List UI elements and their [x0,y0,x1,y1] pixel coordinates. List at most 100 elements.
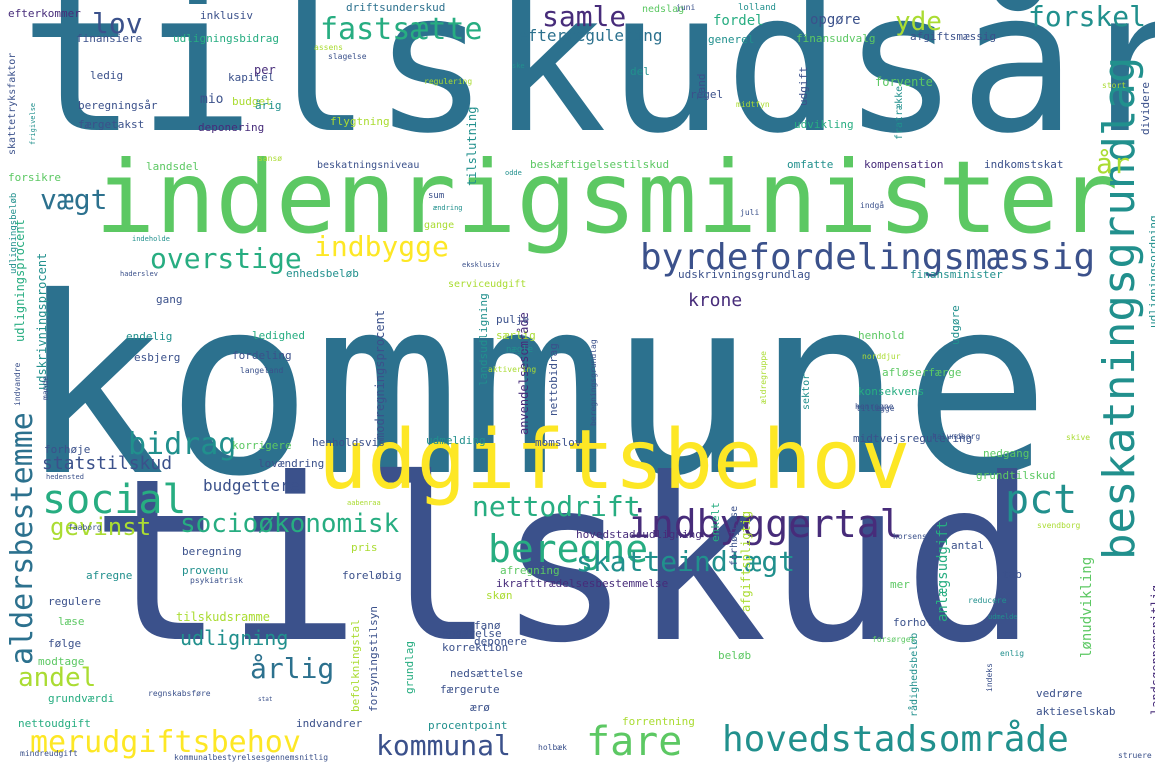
cloud-word: aktieselskab [1036,705,1116,718]
cloud-word: udligningsordning [1147,215,1155,328]
cloud-word: finansminister [910,268,1003,281]
cloud-word: forsørger [872,635,916,644]
cloud-word: vedrøre [1036,687,1083,700]
cloud-word: byrdefordelingsmæssig [640,237,1096,278]
cloud-word: stat [258,696,273,703]
cloud-word: langeland [240,366,284,375]
cloud-word: samle [542,0,627,33]
cloud-word: deponere [474,635,527,648]
cloud-word: endelig [126,330,173,343]
cloud-word: merudgiftsbehov [30,725,301,760]
cloud-word: struere [1118,751,1152,760]
cloud-word: krone [688,290,743,311]
cloud-word: indenrigsminister [95,139,1119,256]
cloud-word: budgettere [203,476,300,495]
cloud-word: udgift [797,66,810,106]
cloud-word: konsekvens [858,385,925,398]
cloud-word: fare [586,719,683,765]
cloud-word: nedgang [983,447,1030,460]
cloud-word: udgiftsbehov [318,413,911,508]
cloud-word: sektor [801,373,812,410]
cloud-word: provenu [182,564,229,577]
cloud-word: fanø [474,619,501,632]
cloud-word: grundtilskud [976,469,1056,482]
cloud-word: aldersbestemme [5,412,40,665]
cloud-word: hovedstadsudligning [576,528,702,541]
cloud-word: udligningsbeløb [9,192,19,274]
cloud-word: lovændring [258,457,325,470]
cloud-word: lov [92,7,143,40]
cloud-word: ikrafttrædelsesbestemmelse [496,577,669,590]
cloud-word: årlig [250,652,335,685]
cloud-word: udligningsbidrag [173,32,279,45]
cloud-word: forhold [893,616,940,629]
cloud-word: udvikling [794,118,854,131]
cloud-word: år [1096,147,1130,180]
cloud-word: antal [951,539,985,552]
cloud-word: overstige [150,242,302,275]
cloud-word: følge [48,637,82,650]
cloud-word: udligning [180,626,289,650]
cloud-word: indbygge [314,230,449,263]
cloud-word: skive [1066,433,1091,442]
cloud-word: budget [232,95,272,108]
cloud-word: henregne [855,402,894,411]
cloud-word: norddjur [862,352,901,361]
cloud-word: udskrivningsprocent [35,252,49,390]
cloud-word: esbjerg [134,351,181,364]
cloud-word: mande [41,375,50,400]
cloud-word: driftsunderskud [346,1,446,14]
cloud-word: indvandre [13,362,22,406]
cloud-word: nægle [506,345,534,355]
cloud-word: slagelse [328,52,367,61]
cloud-word: regnskabsføre [148,689,211,698]
cloud-word: pris [351,541,378,554]
cloud-word: beregne [488,527,649,571]
cloud-word: juni [676,3,696,12]
cloud-word: kommunalbestyrelsesgennemsnitlig [174,753,329,762]
cloud-word: tab [1002,568,1022,581]
cloud-word: landsgennemsnitlig [1149,584,1155,715]
cloud-word: nedsættelse [450,667,523,680]
cloud-word: kalundborg [932,432,981,441]
cloud-word: juli [740,208,760,217]
cloud-word: færgetakst [78,118,145,131]
cloud-word: rådighedsbeløb [909,632,920,717]
cloud-word: del [630,65,650,78]
cloud-word: forhøje [44,443,91,456]
cloud-word: gang [156,293,183,306]
cloud-word: beregningsår [78,99,158,112]
cloud-word: beskatningsgrundlag [1094,56,1145,560]
cloud-word: skattetryksfaktor [7,52,18,155]
cloud-word: inklusiv [200,9,253,22]
cloud-word: afløserfærge [882,366,962,379]
cloud-word: sum [428,191,445,201]
cloud-word: lolland [738,3,776,13]
cloud-word: modtage [38,655,85,668]
cloud-word: henhold [858,329,905,342]
cloud-word: kommune [18,245,1051,530]
cloud-word: indeholde [132,235,170,243]
cloud-word: tilskud [90,431,1039,693]
cloud-word: psykiatrisk [190,576,243,585]
cloud-word: aktivering [488,365,537,374]
cloud-word: fordeling [232,349,292,362]
cloud-word: per [254,63,276,77]
cloud-word: faaborg [68,523,102,532]
cloud-word: afregning [500,564,560,577]
cloud-word: serviceudgift [448,279,527,290]
cloud-word: midtvejsregulering [853,432,973,445]
cloud-word: hovedstadsområde [722,719,1069,760]
cloud-word: ske [512,62,525,70]
cloud-word: eksklusiv [462,261,500,269]
cloud-word: grundlag [403,641,416,694]
cloud-word: udmelde [988,613,1018,621]
cloud-word: udmelding [426,434,486,447]
cloud-word: andel [18,663,97,693]
cloud-word: landsudligning [477,293,490,386]
cloud-word: fordel [713,13,764,29]
cloud-word: sansø [258,154,283,163]
cloud-word: fastsætte [320,12,483,47]
cloud-word: afgiftsmæssig [910,30,997,43]
